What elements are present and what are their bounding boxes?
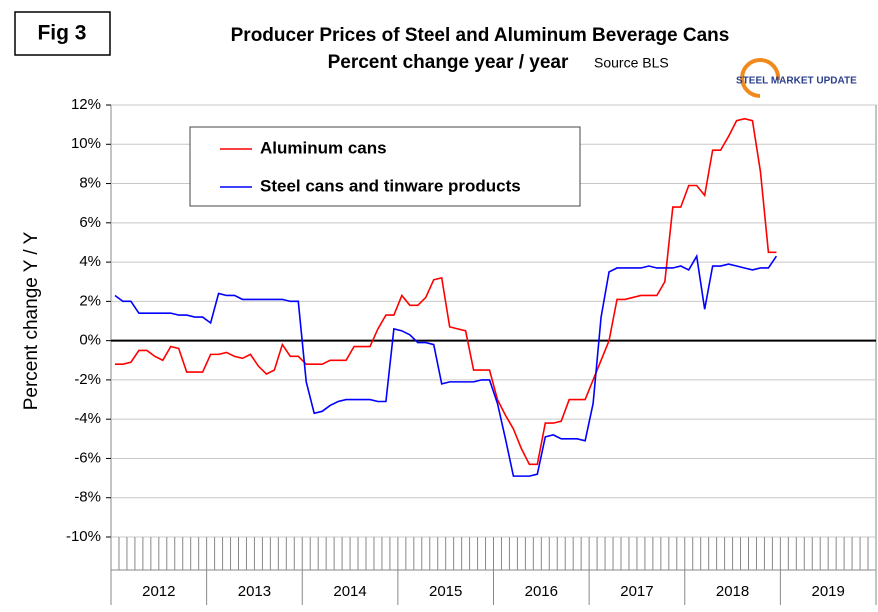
series-line bbox=[114, 253, 778, 477]
x-year-label: 2012 bbox=[142, 583, 175, 600]
y-tick-label: 4% bbox=[79, 253, 101, 270]
x-year-label: 2018 bbox=[716, 583, 749, 600]
legend-box bbox=[189, 126, 581, 207]
y-tick-label: 10% bbox=[71, 135, 101, 152]
y-tick-label: -6% bbox=[74, 449, 101, 466]
y-tick-label: -4% bbox=[74, 410, 101, 427]
x-year-label: 2016 bbox=[525, 583, 558, 600]
legend-label: Steel cans and tinware products bbox=[260, 176, 521, 195]
y-tick-label: 8% bbox=[79, 175, 101, 192]
y-tick-label: 12% bbox=[71, 96, 101, 113]
figure-label-box bbox=[14, 11, 111, 56]
x-year-label: 2014 bbox=[333, 583, 366, 600]
y-tick-label: -2% bbox=[74, 371, 101, 388]
x-year-label: 2013 bbox=[238, 583, 271, 600]
series-line bbox=[114, 117, 777, 466]
legend: Aluminum cans Steel cans and tinware prod… bbox=[189, 126, 581, 207]
figure-label: Fig 3 bbox=[37, 22, 86, 45]
y-tick-label: -10% bbox=[66, 528, 101, 545]
y-tick-label: 2% bbox=[79, 292, 101, 309]
x-year-label: 2019 bbox=[812, 583, 845, 600]
legend-label: Aluminum cans bbox=[260, 138, 387, 157]
y-tick-label: 0% bbox=[79, 332, 101, 349]
y-axis-label: Percent change Y / Y bbox=[21, 231, 42, 410]
y-tick-label: -8% bbox=[74, 489, 101, 506]
x-year-label: 2015 bbox=[429, 583, 462, 600]
plot-area: -10% -8% -6% -4% -2% 0% 2% 4% 6% 8% 10% 12% 2012 2013… bbox=[66, 96, 877, 605]
logo-swoosh bbox=[740, 58, 781, 98]
source-note: Source BLS bbox=[594, 55, 669, 71]
x-year-label: 2017 bbox=[620, 583, 653, 600]
chart-title: Producer Prices of Steel and Aluminum Be… bbox=[231, 25, 730, 46]
chart-subtitle: Percent change year / year bbox=[328, 52, 569, 73]
y-tick-label: 6% bbox=[79, 214, 101, 231]
logo: STEEL MARKET UPDATE bbox=[736, 76, 857, 87]
